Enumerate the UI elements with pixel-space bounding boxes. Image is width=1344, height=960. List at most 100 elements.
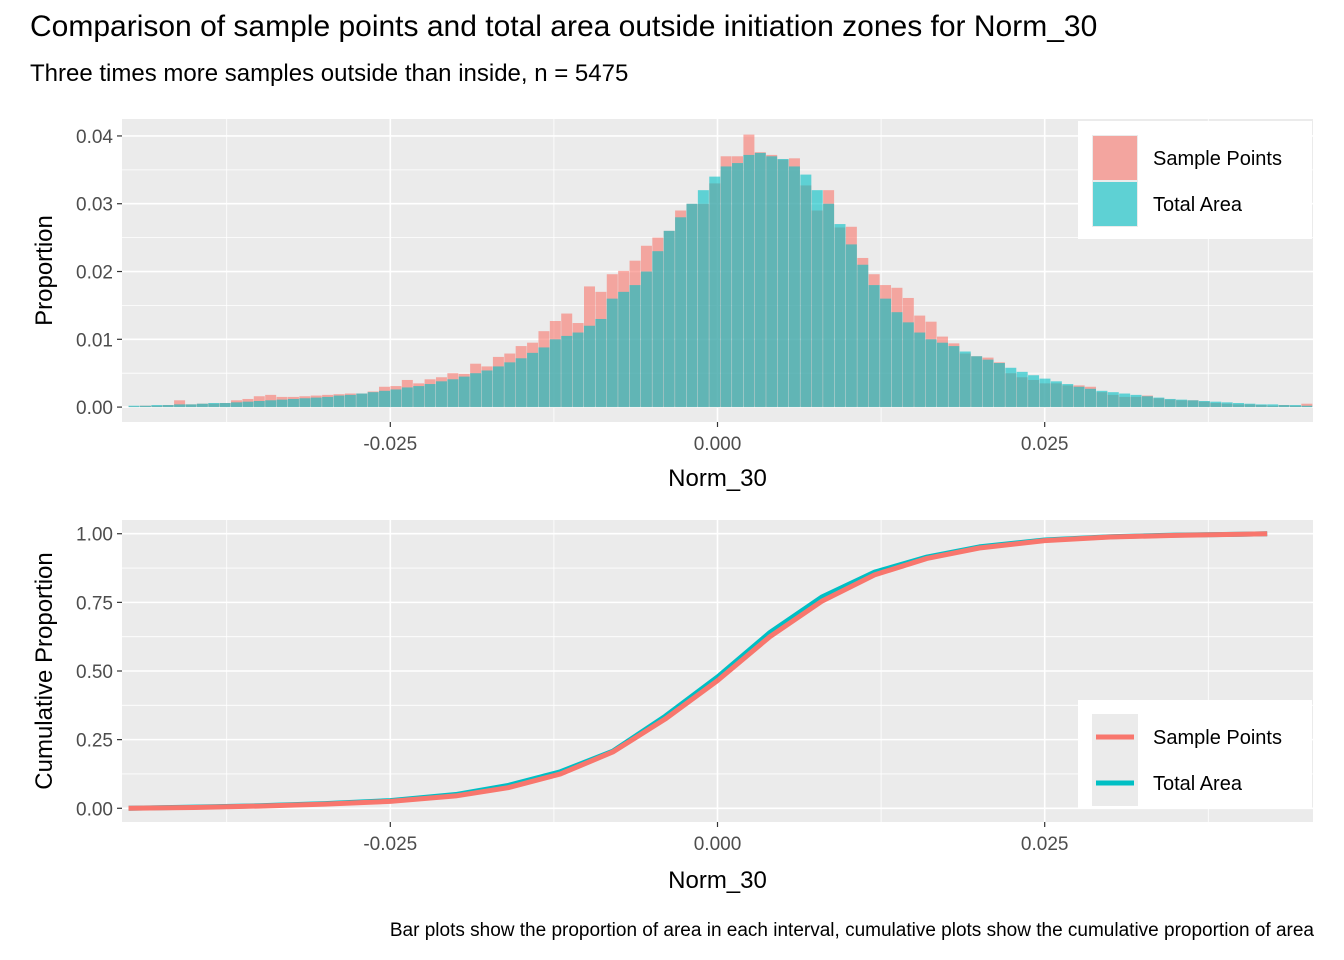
- bar: [265, 400, 277, 408]
- y-tick-label: 0.02: [76, 263, 113, 284]
- bar: [1221, 402, 1233, 408]
- bar: [1176, 399, 1188, 408]
- legend-label: Sample Points: [1153, 727, 1282, 749]
- bar: [322, 396, 334, 408]
- y-tick-label: 0.00: [76, 799, 113, 820]
- bar: [1164, 398, 1176, 408]
- bar: [527, 352, 539, 408]
- bar: [629, 285, 641, 408]
- bar: [743, 154, 755, 408]
- bar: [1141, 396, 1153, 408]
- bar: [845, 244, 857, 408]
- bar: [333, 395, 345, 408]
- x-tick-label: 0.025: [1021, 834, 1069, 855]
- bar: [1062, 384, 1074, 408]
- bar: [1005, 367, 1017, 408]
- bar: [606, 298, 618, 408]
- bar: [720, 166, 732, 408]
- bar: [1016, 371, 1028, 408]
- chart-title: Comparison of sample points and total ar…: [30, 10, 1098, 43]
- bar: [139, 405, 151, 408]
- legend: Sample Points Total Area: [1078, 121, 1312, 239]
- bar: [287, 398, 299, 408]
- legend-label: Total Area: [1153, 773, 1243, 795]
- x-axis-title: Norm_30: [668, 867, 767, 894]
- legend-key-swatch: [1093, 182, 1137, 226]
- y-tick-label: 0.03: [76, 195, 113, 216]
- bar: [902, 322, 914, 408]
- bar: [435, 381, 447, 408]
- bar: [1028, 375, 1040, 408]
- bar: [1210, 401, 1222, 408]
- x-tick-label: -0.025: [363, 834, 417, 855]
- bar: [1119, 393, 1131, 408]
- bar: [276, 399, 288, 408]
- x-axis-title: Norm_30: [668, 465, 767, 492]
- bar: [1130, 394, 1142, 408]
- bar: [1085, 388, 1096, 408]
- bar: [447, 379, 459, 408]
- bar: [196, 403, 208, 408]
- bar: [652, 251, 664, 408]
- chart-subtitle: Three times more samples outside than in…: [30, 60, 629, 87]
- bar: [868, 285, 880, 408]
- x-tick-label: 0.025: [1021, 434, 1069, 455]
- legend: Sample Points Total Area: [1078, 700, 1312, 808]
- bar: [891, 312, 903, 408]
- y-tick-label: 0.25: [76, 731, 113, 752]
- bar: [344, 394, 356, 408]
- bar: [1255, 404, 1267, 408]
- bar: [242, 401, 254, 408]
- bar: [993, 363, 1005, 408]
- bar: [948, 346, 960, 408]
- bar: [1096, 390, 1108, 408]
- bar: [492, 366, 504, 408]
- bar: [231, 402, 243, 408]
- bar: [185, 404, 197, 408]
- bar: [299, 398, 311, 408]
- chart-caption: Bar plots show the proportion of area in…: [389, 920, 1314, 941]
- bar: [982, 359, 994, 408]
- x-tick-label: -0.025: [363, 434, 417, 455]
- bar: [1073, 386, 1085, 408]
- bar: [1198, 400, 1210, 408]
- bar: [413, 386, 425, 408]
- bar: [754, 152, 766, 408]
- bar: [481, 370, 493, 408]
- bar: [572, 332, 584, 408]
- bar: [1050, 381, 1062, 408]
- bar: [925, 339, 937, 408]
- bar: [800, 174, 812, 408]
- bar: [1301, 403, 1313, 408]
- x-tick-label: 0.000: [694, 434, 742, 455]
- bar: [709, 176, 721, 408]
- legend-label: Total Area: [1153, 194, 1243, 216]
- bar: [1107, 392, 1119, 408]
- y-tick-label: 1.00: [76, 525, 113, 546]
- bar: [219, 403, 231, 408]
- bar: [1233, 403, 1245, 408]
- bar: [811, 190, 823, 408]
- bar: [823, 203, 835, 408]
- legend-label: Sample Points: [1153, 148, 1282, 170]
- bar: [424, 384, 436, 408]
- bar: [174, 400, 186, 408]
- bar: [1278, 405, 1290, 408]
- bar: [549, 339, 561, 408]
- bar: [1267, 404, 1279, 408]
- x-tick-label: 0.000: [694, 834, 742, 855]
- y-tick-label: 0.04: [76, 127, 113, 148]
- histogram-panel: -0.025 0.000 0.025 0.00 0.01 0.02 0.03 0.04 Norm…: [31, 119, 1313, 492]
- line-series-sample-points: [128, 531, 1268, 811]
- bar: [128, 405, 140, 408]
- bar: [356, 393, 368, 408]
- bar: [174, 404, 186, 408]
- bar: [470, 373, 482, 408]
- legend-key-swatch: [1093, 136, 1137, 180]
- y-axis-title: Cumulative Proportion: [31, 552, 58, 789]
- y-tick-label: 0.50: [76, 662, 113, 683]
- y-tick-label: 0.00: [76, 398, 113, 419]
- bar: [959, 351, 971, 408]
- bar: [538, 347, 550, 408]
- y-tick-label: 0.75: [76, 593, 113, 614]
